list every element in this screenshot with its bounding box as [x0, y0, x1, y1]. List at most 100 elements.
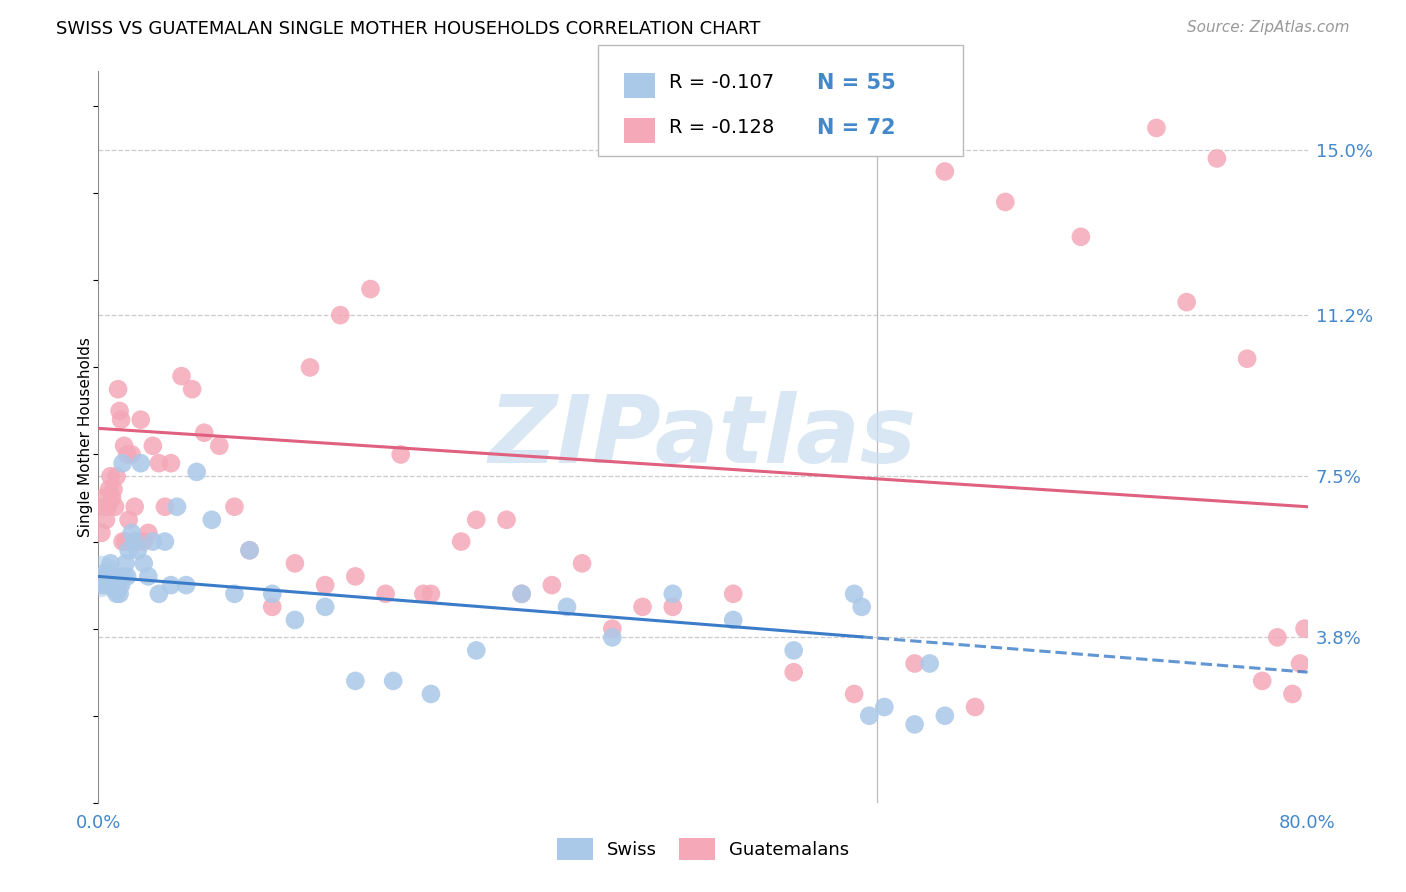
- Point: [904, 717, 927, 731]
- Point: [284, 613, 307, 627]
- Text: ZIPatlas: ZIPatlas: [489, 391, 917, 483]
- Point: [166, 500, 188, 514]
- Point: [329, 308, 352, 322]
- Point: [108, 587, 131, 601]
- Point: [132, 534, 155, 549]
- Text: SWISS VS GUATEMALAN SINGLE MOTHER HOUSEHOLDS CORRELATION CHART: SWISS VS GUATEMALAN SINGLE MOTHER HOUSEH…: [56, 20, 761, 37]
- Point: [344, 569, 367, 583]
- Point: [112, 439, 135, 453]
- Point: [114, 534, 136, 549]
- Point: [262, 587, 284, 601]
- Point: [239, 543, 262, 558]
- Point: [602, 631, 624, 645]
- Point: [314, 599, 336, 614]
- Point: [142, 439, 165, 453]
- Point: [1289, 657, 1312, 671]
- Point: [107, 382, 129, 396]
- Point: [153, 534, 176, 549]
- Point: [374, 587, 396, 601]
- Point: [420, 687, 443, 701]
- Point: [412, 587, 434, 601]
- Point: [631, 599, 654, 614]
- Point: [1206, 152, 1229, 166]
- Point: [1251, 673, 1274, 688]
- Point: [1070, 229, 1092, 244]
- Point: [181, 382, 204, 396]
- Point: [465, 643, 488, 657]
- Point: [1267, 631, 1289, 645]
- Point: [114, 557, 136, 571]
- Point: [510, 587, 533, 601]
- Point: [96, 578, 118, 592]
- Point: [112, 569, 135, 583]
- Point: [142, 534, 165, 549]
- Point: [136, 569, 159, 583]
- Point: [121, 525, 143, 540]
- Point: [262, 599, 284, 614]
- Text: R = -0.107: R = -0.107: [669, 73, 775, 93]
- Point: [101, 491, 124, 505]
- Point: [124, 534, 146, 549]
- Y-axis label: Single Mother Households: Single Mother Households: [77, 337, 93, 537]
- Point: [118, 513, 141, 527]
- Point: [465, 513, 488, 527]
- Point: [858, 708, 880, 723]
- Point: [104, 500, 127, 514]
- Text: N = 55: N = 55: [817, 73, 896, 93]
- Point: [540, 578, 562, 592]
- Point: [723, 613, 745, 627]
- Point: [90, 525, 112, 540]
- Point: [571, 557, 593, 571]
- Point: [873, 700, 896, 714]
- Point: [107, 578, 129, 592]
- Point: [127, 543, 149, 558]
- Point: [360, 282, 382, 296]
- Point: [450, 534, 472, 549]
- Point: [98, 483, 121, 497]
- Point: [965, 700, 987, 714]
- Point: [208, 439, 231, 453]
- Point: [160, 578, 183, 592]
- Point: [186, 465, 208, 479]
- Point: [101, 578, 124, 592]
- Point: [904, 657, 927, 671]
- Point: [510, 587, 533, 601]
- Point: [783, 643, 806, 657]
- Point: [91, 491, 114, 505]
- Point: [284, 557, 307, 571]
- Point: [98, 574, 121, 588]
- Point: [193, 425, 215, 440]
- Point: [129, 412, 152, 426]
- Legend: Swiss, Guatemalans: Swiss, Guatemalans: [550, 830, 856, 867]
- Point: [994, 194, 1017, 209]
- Point: [389, 448, 412, 462]
- Point: [495, 513, 517, 527]
- Point: [160, 456, 183, 470]
- Point: [115, 569, 138, 583]
- Point: [111, 534, 134, 549]
- Point: [602, 622, 624, 636]
- Point: [844, 687, 866, 701]
- Point: [174, 578, 197, 592]
- Point: [224, 500, 246, 514]
- Point: [124, 500, 146, 514]
- Point: [132, 557, 155, 571]
- Point: [934, 164, 956, 178]
- Point: [918, 657, 941, 671]
- Point: [111, 456, 134, 470]
- Point: [105, 469, 128, 483]
- Point: [239, 543, 262, 558]
- Text: N = 72: N = 72: [817, 118, 896, 137]
- Point: [661, 599, 683, 614]
- Point: [420, 587, 443, 601]
- Point: [110, 578, 132, 592]
- Point: [93, 569, 115, 583]
- Point: [103, 569, 125, 583]
- Point: [90, 569, 112, 583]
- Point: [127, 534, 149, 549]
- Point: [118, 543, 141, 558]
- Point: [100, 557, 122, 571]
- Point: [1281, 687, 1303, 701]
- Point: [555, 599, 578, 614]
- Point: [94, 513, 117, 527]
